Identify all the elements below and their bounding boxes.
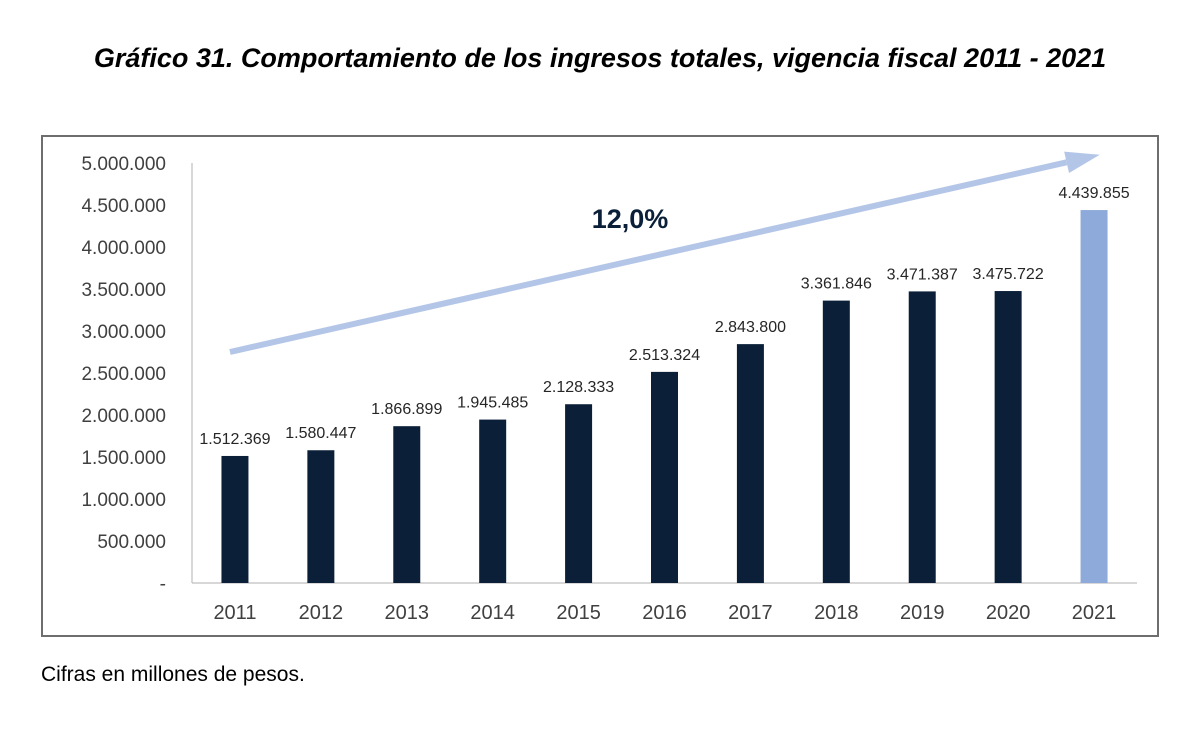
units-note: Cifras en millones de pesos. — [41, 663, 305, 686]
y-tick-label: 3.000.000 — [81, 322, 166, 343]
y-tick-label: 4.500.000 — [81, 196, 166, 217]
growth-rate-label: 12,0% — [592, 204, 669, 234]
bar — [1080, 210, 1108, 583]
growth-arrow-head — [1064, 151, 1100, 174]
bar-value-label: 2.128.333 — [543, 379, 614, 396]
bar-value-label: 1.512.369 — [199, 431, 270, 448]
x-tick-label: 2018 — [814, 602, 859, 624]
bar — [651, 371, 678, 583]
bar — [822, 300, 850, 583]
bar — [994, 291, 1022, 583]
y-tick-label: 1.000.000 — [81, 490, 166, 511]
bar-value-label: 1.945.485 — [457, 395, 528, 412]
x-tick-label: 2017 — [728, 602, 773, 624]
y-tick-label: 500.000 — [97, 532, 166, 553]
x-tick-label: 2021 — [1072, 602, 1117, 624]
bar-value-label: 4.439.855 — [1058, 185, 1129, 202]
bar — [565, 404, 593, 583]
x-tick-label: 2012 — [299, 602, 344, 624]
y-tick-label: 4.000.000 — [81, 238, 166, 259]
bar-value-label: 2.843.800 — [715, 319, 786, 336]
bar — [393, 426, 421, 583]
y-tick-label: 2.500.000 — [81, 364, 166, 385]
x-tick-label: 2011 — [213, 602, 256, 624]
y-tick-label: 5.000.000 — [81, 154, 166, 175]
bar-value-label: 3.475.722 — [973, 266, 1044, 283]
x-tick-label: 2015 — [556, 602, 601, 624]
bar — [307, 450, 335, 583]
bar — [479, 419, 507, 583]
x-tick-label: 2014 — [470, 602, 515, 624]
bar — [221, 455, 249, 583]
x-tick-label: 2013 — [385, 602, 430, 624]
bar — [736, 344, 764, 583]
growth-arrow-shaft — [229, 159, 1068, 355]
bar-value-label: 1.866.899 — [371, 401, 442, 418]
chart-title: Gráfico 31. Comportamiento de los ingres… — [93, 43, 1107, 73]
bar-value-label: 2.513.324 — [629, 347, 700, 364]
x-tick-label: 2019 — [900, 602, 945, 624]
y-tick-label: 1.500.000 — [81, 448, 166, 469]
bar-value-label: 3.471.387 — [887, 266, 958, 283]
y-tick-label: 3.500.000 — [81, 280, 166, 301]
y-tick-label: 2.000.000 — [81, 406, 166, 427]
y-tick-label: - — [160, 574, 166, 595]
x-tick-label: 2016 — [642, 602, 687, 624]
bar — [908, 291, 936, 583]
x-tick-label: 2020 — [986, 602, 1031, 624]
bar-value-label: 3.361.846 — [801, 276, 872, 293]
bar-value-label: 1.580.447 — [285, 425, 356, 442]
